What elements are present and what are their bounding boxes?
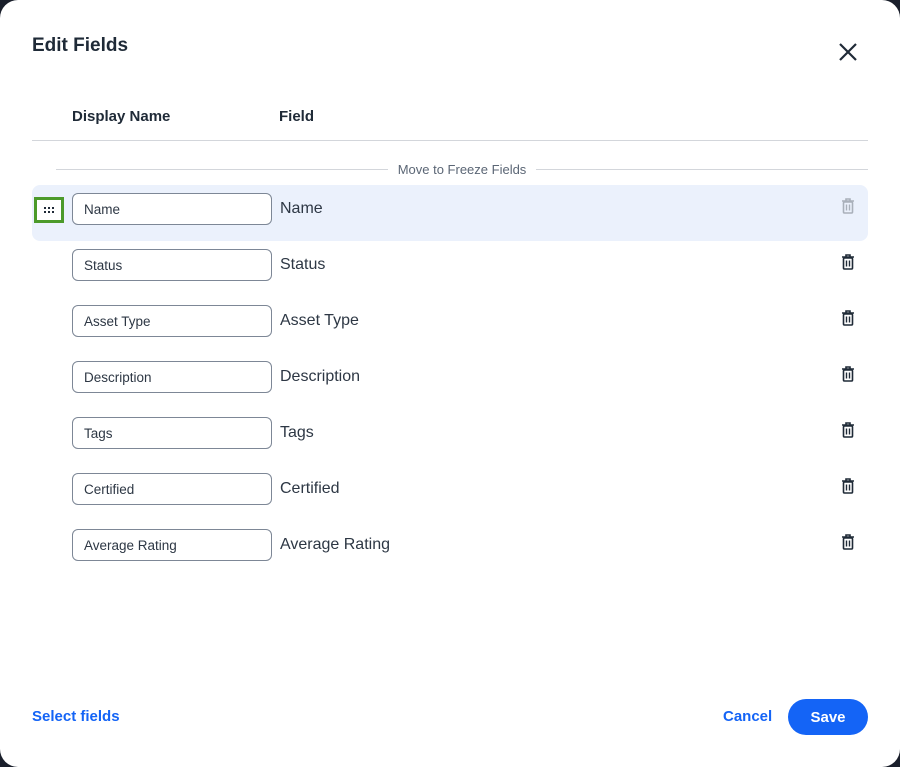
trash-icon[interactable] [841, 478, 855, 494]
trash-icon[interactable] [841, 310, 855, 326]
column-header-field: Field [279, 108, 315, 125]
display-name-input[interactable] [72, 361, 272, 393]
cancel-button[interactable]: Cancel [723, 708, 773, 725]
field-row[interactable]: Description [32, 353, 868, 409]
field-name: Average Rating [280, 536, 390, 553]
trash-icon[interactable] [841, 198, 855, 214]
field-row[interactable]: Certified [32, 465, 868, 521]
field-name: Certified [280, 480, 340, 497]
display-name-input[interactable] [72, 193, 272, 225]
field-row[interactable]: Status [32, 241, 868, 297]
drag-handle-icon[interactable] [34, 197, 64, 223]
trash-icon[interactable] [841, 254, 855, 270]
header-divider [32, 140, 868, 141]
field-name: Tags [280, 424, 314, 441]
field-name: Asset Type [280, 312, 359, 329]
freeze-label: Move to Freeze Fields [397, 161, 527, 177]
close-icon[interactable] [836, 40, 860, 64]
display-name-input[interactable] [72, 249, 272, 281]
field-name: Name [280, 200, 323, 217]
trash-icon[interactable] [841, 534, 855, 550]
field-row[interactable]: Tags [32, 409, 868, 465]
display-name-input[interactable] [72, 305, 272, 337]
display-name-input[interactable] [72, 473, 272, 505]
freeze-divider: Move to Freeze Fields [56, 160, 869, 178]
field-name: Description [280, 368, 361, 385]
column-header-display-name: Display Name [72, 108, 171, 125]
dialog-title: Edit Fields [32, 35, 129, 56]
field-row[interactable]: Asset Type [32, 297, 868, 353]
trash-icon[interactable] [841, 366, 855, 382]
display-name-input[interactable] [72, 529, 272, 561]
field-name: Status [280, 256, 326, 273]
field-row[interactable]: Name [32, 185, 868, 241]
display-name-input[interactable] [72, 417, 272, 449]
field-row[interactable]: Average Rating [32, 521, 868, 577]
save-button[interactable]: Save [788, 699, 868, 735]
trash-icon[interactable] [841, 422, 855, 438]
select-fields-link[interactable]: Select fields [32, 708, 120, 725]
